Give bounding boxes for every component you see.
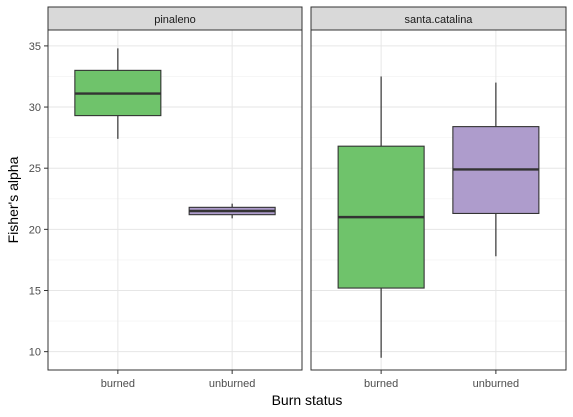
x-tick-label: unburned <box>209 378 256 390</box>
facet-label: pinaleno <box>154 14 196 26</box>
panel-border <box>310 29 567 371</box>
y-tick-label: 25 <box>29 163 41 175</box>
y-tick-label: 20 <box>29 224 41 236</box>
panel-border <box>47 29 303 371</box>
x-tick-label: burned <box>364 378 398 390</box>
y-tick-label: 35 <box>29 41 41 53</box>
y-axis-title: Fisher's alpha <box>5 156 21 243</box>
y-tick-label: 30 <box>29 102 41 114</box>
x-axis-title: Burn status <box>272 392 343 408</box>
y-tick-label: 10 <box>29 347 41 359</box>
x-tick-label: unburned <box>473 378 520 390</box>
x-tick-label: burned <box>101 378 135 390</box>
facet-label: santa.catalina <box>405 14 474 26</box>
y-tick-label: 15 <box>29 286 41 298</box>
